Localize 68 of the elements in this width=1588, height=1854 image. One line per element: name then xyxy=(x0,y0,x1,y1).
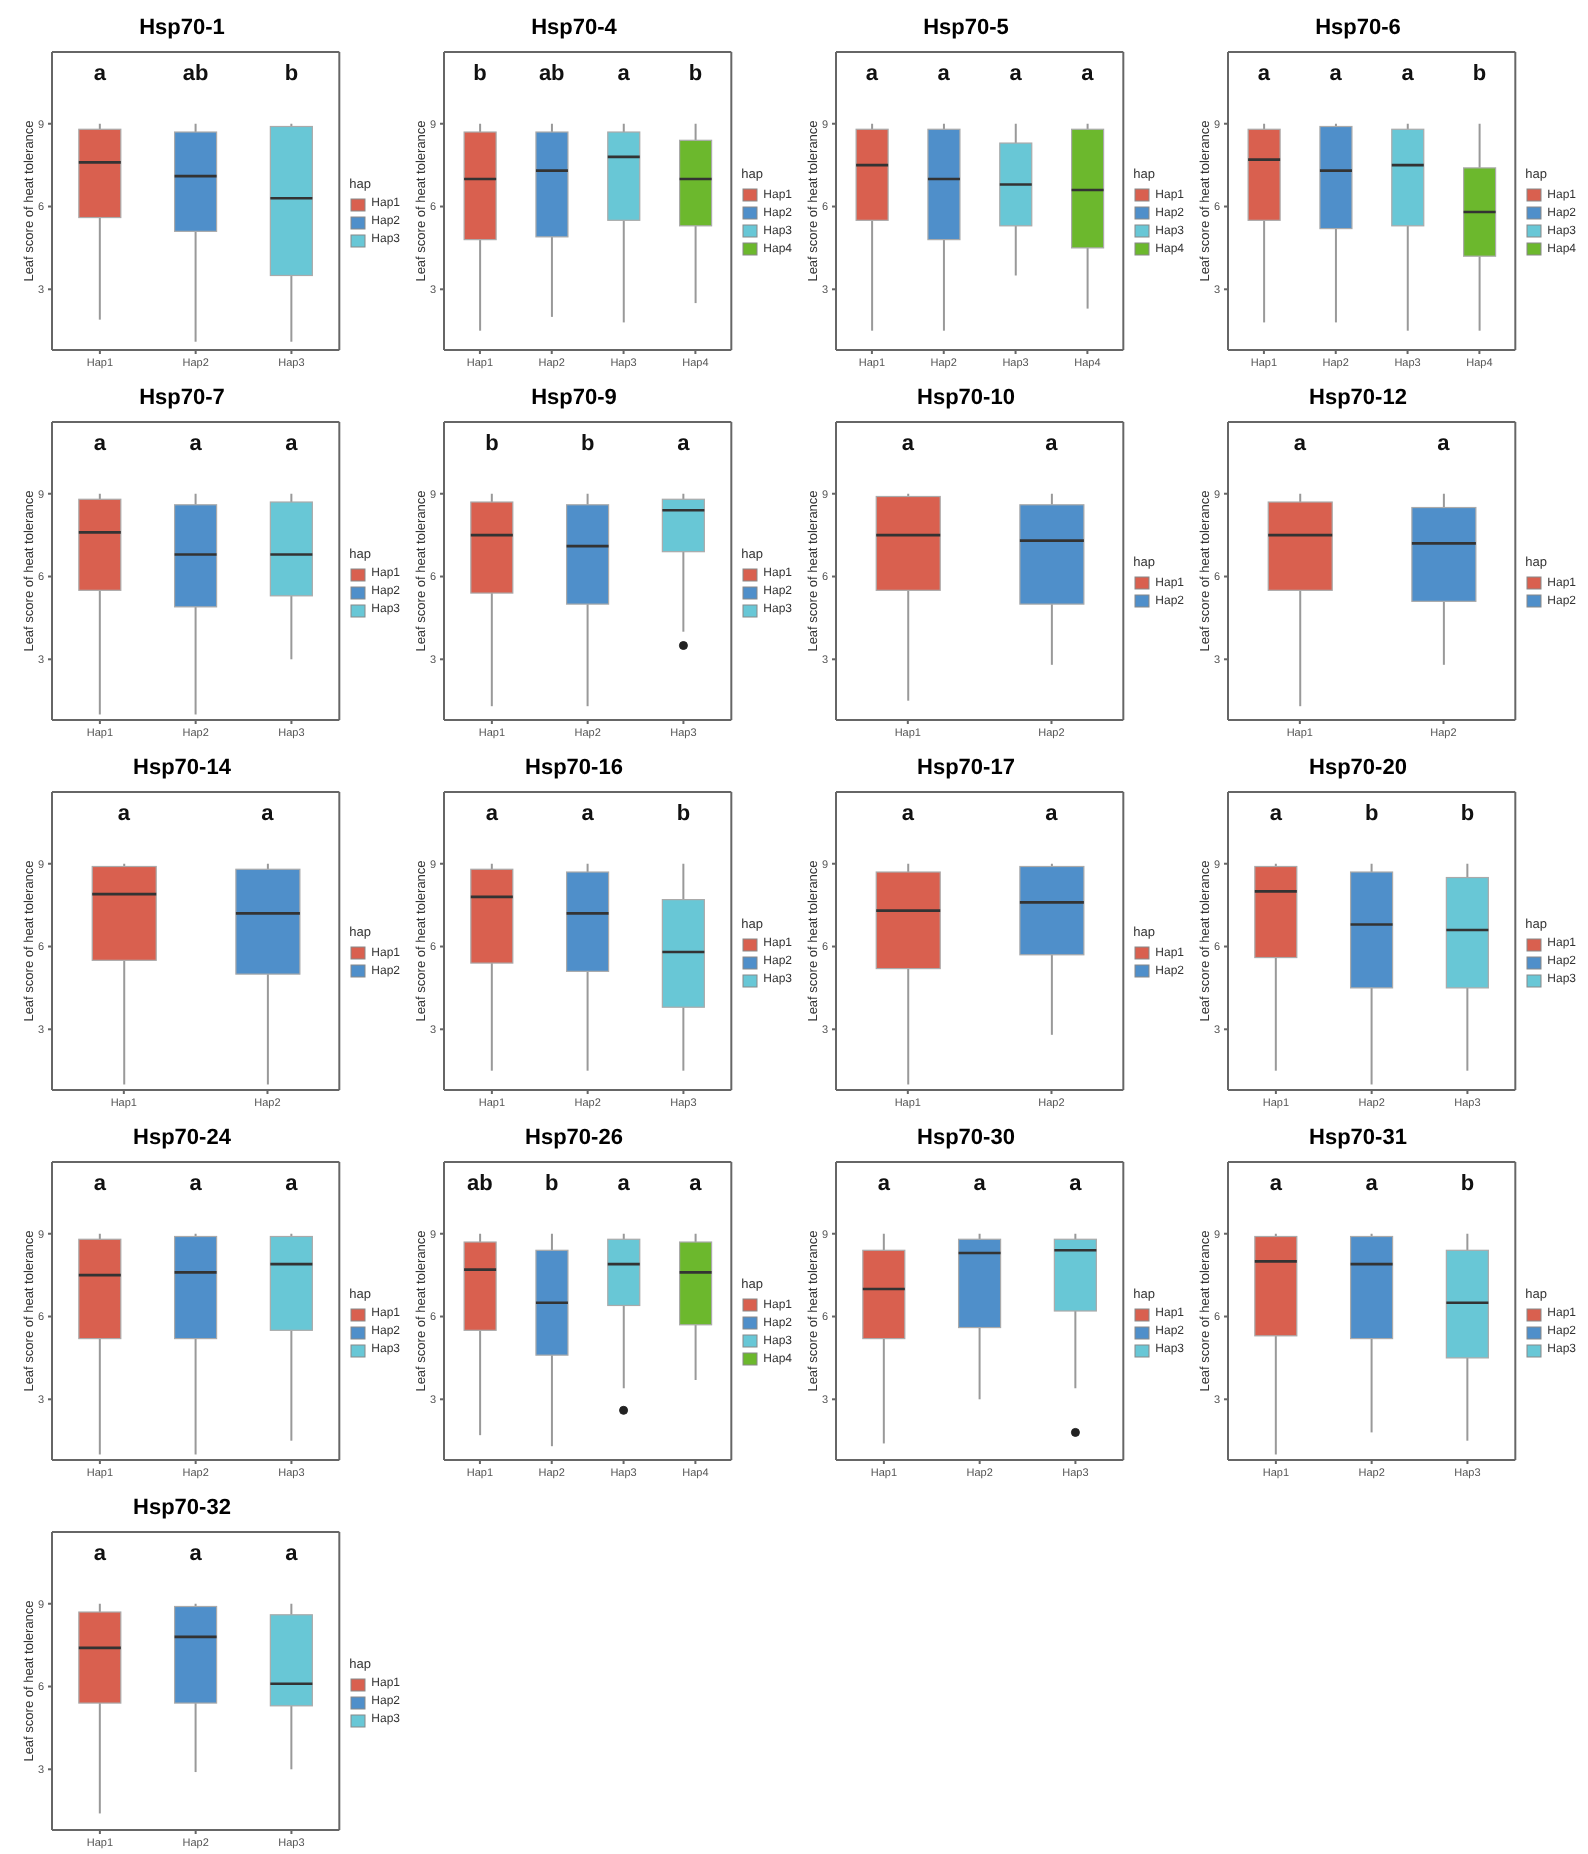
annotation: a xyxy=(1045,431,1060,456)
annotation: a xyxy=(877,1171,892,1196)
annotation: a xyxy=(93,1171,108,1196)
annotation: a xyxy=(689,1171,704,1196)
annotation: a xyxy=(1081,61,1096,86)
annotation: a xyxy=(617,1171,632,1196)
annotation: ab xyxy=(182,61,210,86)
annotation: ab xyxy=(467,1171,494,1196)
annotation: a xyxy=(485,801,500,826)
annotation: b xyxy=(1472,61,1487,86)
chart-title: Hsp70-31 xyxy=(1307,1126,1409,1154)
chart-title: Hsp70-16 xyxy=(523,756,625,784)
annotation: a xyxy=(1329,61,1344,86)
annotation: a xyxy=(1365,1171,1380,1196)
annotation: a xyxy=(901,431,916,456)
annotation: a xyxy=(677,431,692,456)
chart-title: Hsp70-12 xyxy=(1307,386,1409,414)
chart-title: Hsp70-32 xyxy=(131,1496,233,1524)
annotation: a xyxy=(93,1541,108,1566)
annotation: a xyxy=(189,431,204,456)
annotation: a xyxy=(865,61,880,86)
annotation: a xyxy=(1045,801,1060,826)
annotation: b xyxy=(688,61,703,86)
chart-title: Hsp70-7 xyxy=(137,386,227,414)
chart-title: Hsp70-17 xyxy=(915,756,1017,784)
annotation: b xyxy=(545,1171,560,1196)
annotation: b xyxy=(1460,1171,1475,1196)
annotation: a xyxy=(117,801,132,826)
chart-title: Hsp70-20 xyxy=(1307,756,1409,784)
annotation: a xyxy=(1293,431,1308,456)
annotation: a xyxy=(93,431,108,456)
chart-title: Hsp70-26 xyxy=(523,1126,625,1154)
annotation: a xyxy=(189,1541,204,1566)
annotation: a xyxy=(1069,1171,1084,1196)
annotation: a xyxy=(1269,801,1284,826)
annotation: a xyxy=(937,61,952,86)
annotation: a xyxy=(285,1541,300,1566)
annotation: a xyxy=(617,61,632,86)
annotation: a xyxy=(1257,61,1272,86)
chart-title: Hsp70-4 xyxy=(529,16,619,44)
annotation: a xyxy=(1437,431,1452,456)
annotation: a xyxy=(261,801,276,826)
annotation: b xyxy=(284,61,299,86)
chart-title: Hsp70-1 xyxy=(137,16,227,44)
annotation: a xyxy=(285,431,300,456)
annotation: a xyxy=(1009,61,1024,86)
chart-title: Hsp70-10 xyxy=(915,386,1017,414)
annotation: b xyxy=(1460,801,1475,826)
annotation: a xyxy=(973,1171,988,1196)
chart-title: Hsp70-6 xyxy=(1313,16,1403,44)
annotation: ab xyxy=(538,61,566,86)
chart-title: Hsp70-30 xyxy=(915,1126,1017,1154)
annotation: a xyxy=(901,801,916,826)
annotation: a xyxy=(1401,61,1416,86)
annotation: b xyxy=(580,431,595,456)
annotation: a xyxy=(189,1171,204,1196)
chart-title: Hsp70-14 xyxy=(131,756,233,784)
annotation: b xyxy=(485,431,500,456)
chart-title: Hsp70-5 xyxy=(921,16,1011,44)
chart-title: Hsp70-9 xyxy=(529,386,619,414)
annotation: a xyxy=(93,61,108,86)
annotation: b xyxy=(473,61,488,86)
annotation: a xyxy=(581,801,596,826)
annotation: b xyxy=(1364,801,1379,826)
chart-title: Hsp70-24 xyxy=(131,1126,233,1154)
annotation: a xyxy=(285,1171,300,1196)
annotation: a xyxy=(1269,1171,1284,1196)
annotation: b xyxy=(676,801,691,826)
